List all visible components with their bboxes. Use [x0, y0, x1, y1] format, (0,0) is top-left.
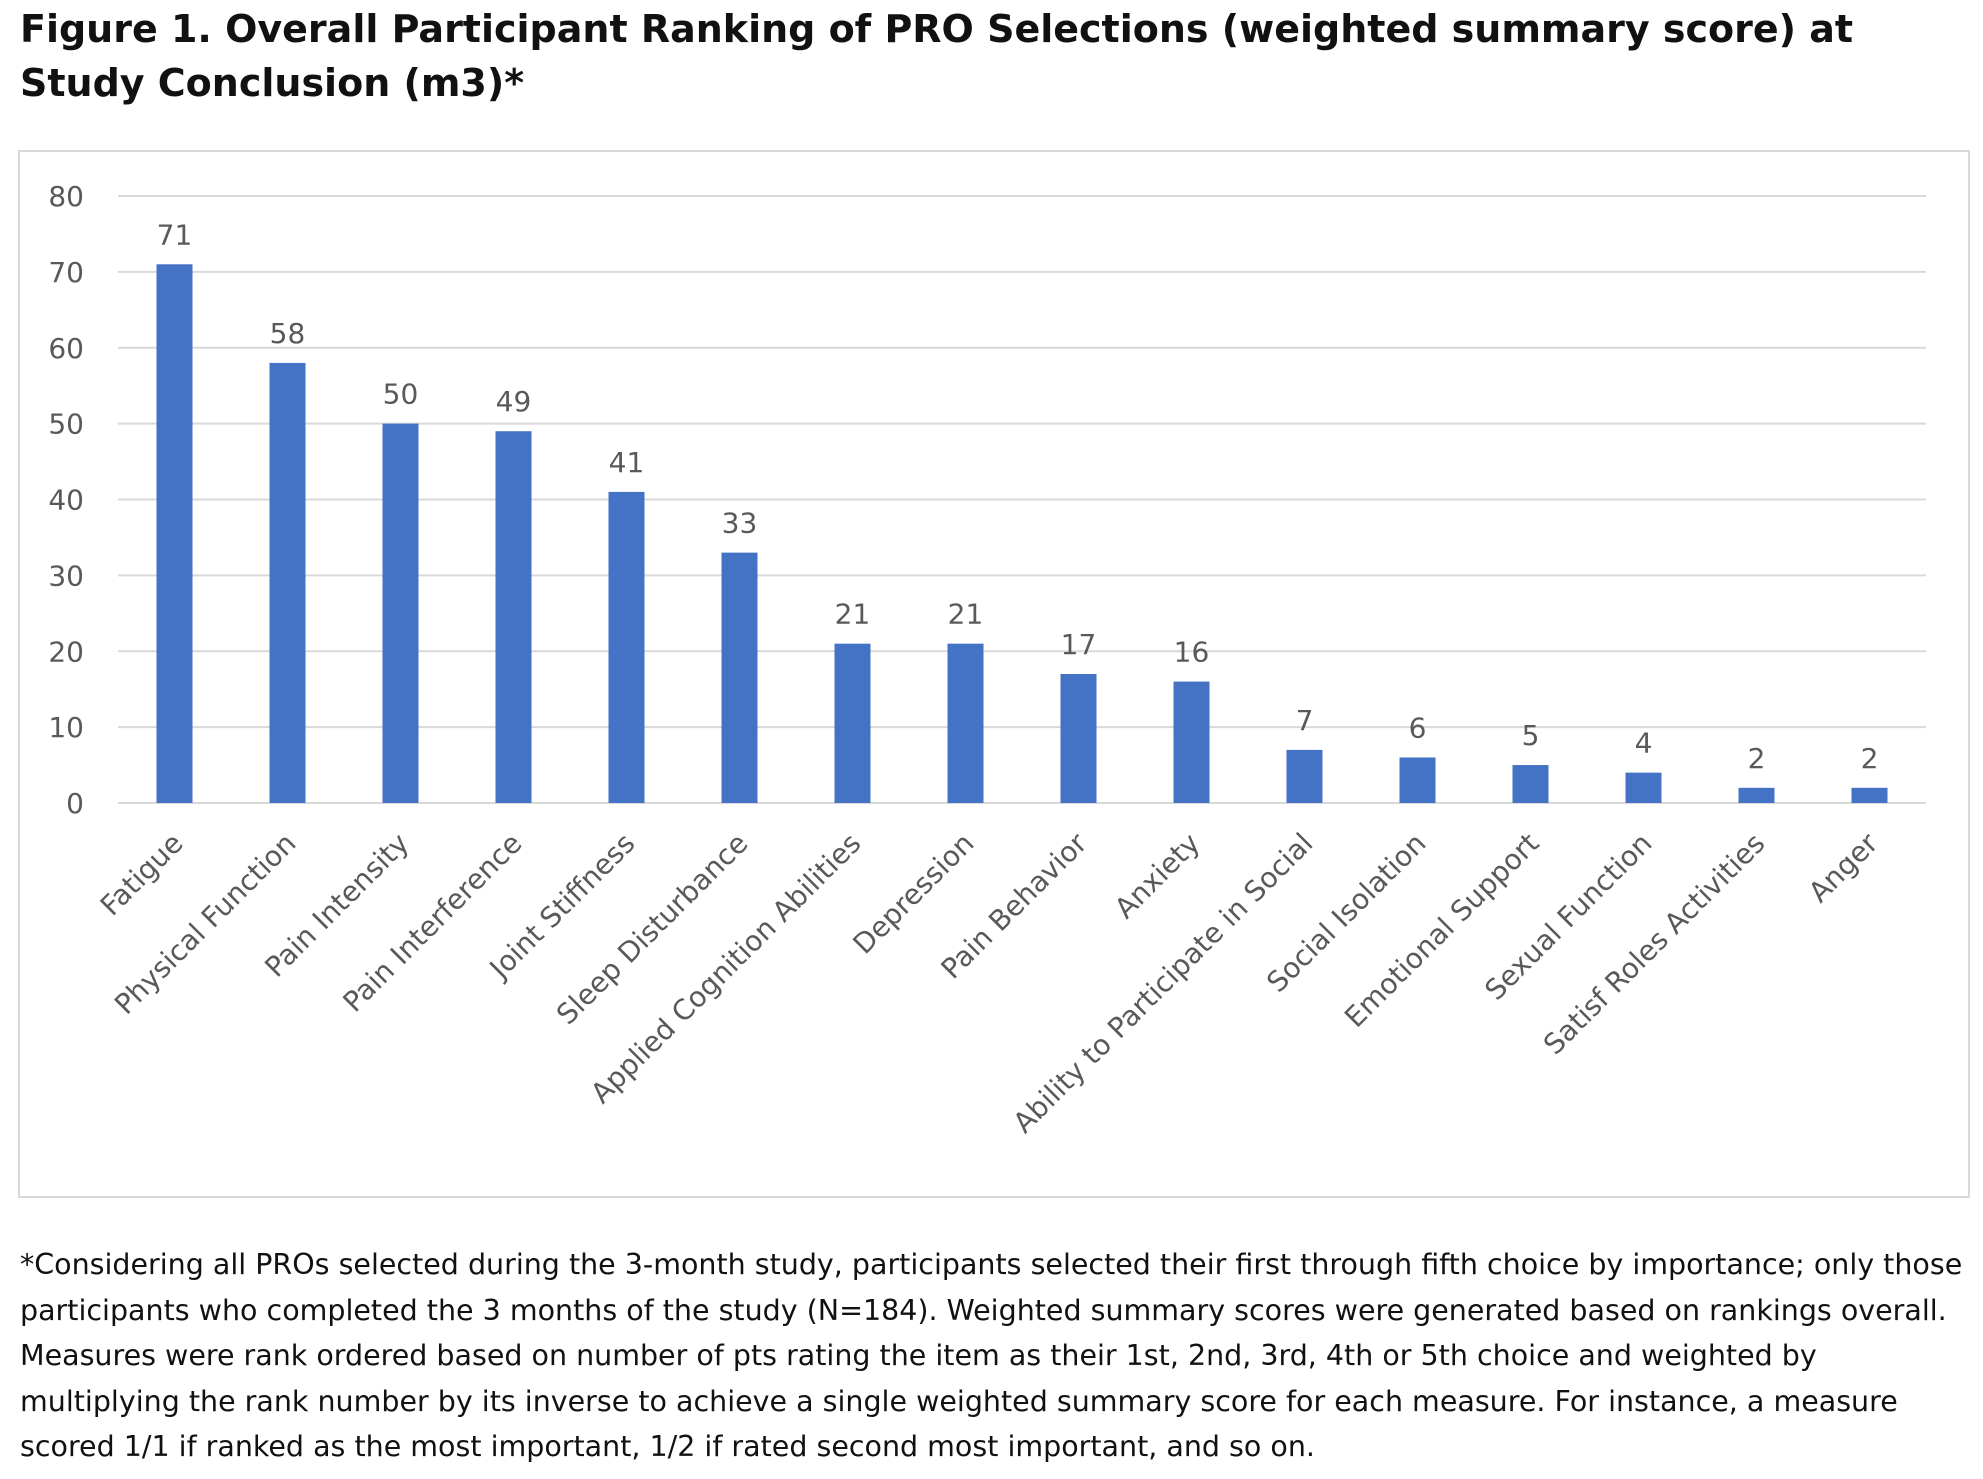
y-tick-label: 10: [48, 711, 84, 744]
bar: [721, 552, 758, 803]
data-label: 50: [383, 378, 419, 411]
y-tick-label: 50: [48, 408, 84, 441]
data-label: 5: [1522, 719, 1540, 752]
y-tick-label: 20: [48, 635, 84, 668]
category-label: Anxiety: [1108, 827, 1206, 925]
data-label: 7: [1296, 704, 1314, 737]
bar: [1399, 757, 1436, 803]
data-label: 2: [1861, 742, 1879, 775]
bar: [1512, 765, 1549, 803]
bar: [1738, 787, 1775, 803]
category-label: Anger: [1802, 826, 1885, 909]
data-label: 21: [948, 598, 984, 631]
data-label: 17: [1061, 628, 1097, 661]
bar: [156, 264, 193, 804]
data-label: 2: [1748, 742, 1766, 775]
bar: [269, 362, 306, 803]
data-label: 6: [1409, 711, 1427, 744]
bar: [947, 643, 984, 803]
bar: [1060, 674, 1097, 803]
data-label: 58: [270, 317, 306, 350]
bar: [1173, 681, 1210, 803]
y-tick-label: 70: [48, 256, 84, 289]
y-tick-label: 60: [48, 332, 84, 365]
y-tick-label: 40: [48, 484, 84, 517]
y-tick-label: 80: [48, 180, 84, 213]
y-tick-label: 30: [48, 559, 84, 592]
data-label: 41: [609, 446, 645, 479]
category-label: Sleep Disturbance: [550, 827, 754, 1031]
bar: [1851, 787, 1888, 803]
y-tick-label: 0: [66, 787, 84, 820]
data-label: 49: [496, 385, 532, 418]
bar: [834, 643, 871, 803]
data-label: 71: [157, 218, 193, 251]
category-label: Emotional Support: [1338, 827, 1545, 1034]
data-label: 16: [1174, 636, 1210, 669]
figure-title: Figure 1. Overall Participant Ranking of…: [20, 7, 1854, 105]
category-label: Fatigue: [94, 827, 190, 923]
bar: [1286, 749, 1323, 803]
figure-footnote: *Considering all PROs selected during th…: [20, 1248, 1963, 1463]
data-label: 21: [835, 598, 871, 631]
chart-frame: 0 10 20 30 40 50 60 70 80 71 Fatigue 58 Physical Fun…: [18, 150, 1970, 1198]
data-label: 4: [1635, 727, 1653, 760]
bar: [1625, 772, 1662, 803]
data-label: 33: [722, 507, 758, 540]
bar: [382, 423, 419, 803]
category-label: Satisf Roles Activities: [1537, 827, 1771, 1061]
bar: [608, 491, 645, 803]
bar: [495, 431, 532, 803]
